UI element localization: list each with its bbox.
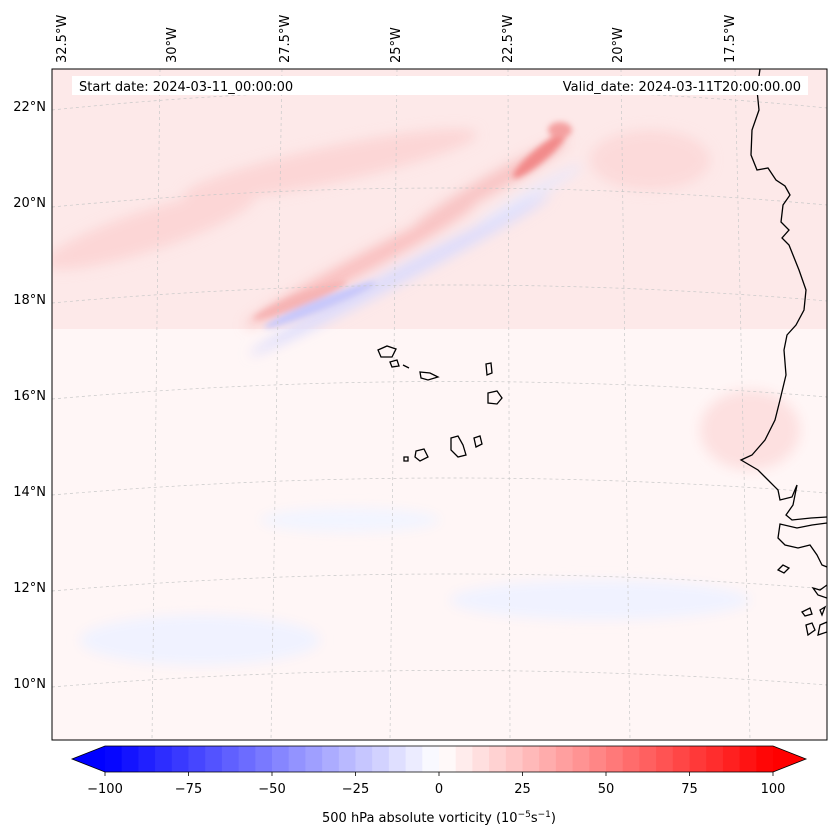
lon-label-25w: 25°W: [389, 27, 404, 63]
lat-label-18n: 18°N: [13, 293, 46, 308]
colorbar-cell: [572, 746, 590, 772]
colorbar-cell: [105, 746, 123, 772]
lon-label-17-5w: 17.5°W: [723, 15, 738, 63]
colorbar-cell: [439, 746, 457, 772]
cb-label-exp1: −5: [518, 810, 531, 820]
header-box: [72, 76, 808, 95]
colorbar-cell: [505, 746, 523, 772]
colorbar-cell: [405, 746, 423, 772]
latitude-labels: 22°N 20°N 18°N 16°N 14°N 12°N 10°N: [13, 100, 46, 692]
colorbar-cell: [305, 746, 323, 772]
colorbar-cell: [472, 746, 490, 772]
colorbar-cell: [639, 746, 657, 772]
cb-tick-label: 75: [681, 782, 698, 797]
cb-tick-label: 25: [514, 782, 531, 797]
lat-label-12n: 12°N: [13, 581, 46, 596]
valid-date-text: Valid_date: 2024-03-11T20:00:00.00: [563, 80, 801, 95]
lat-label-10n: 10°N: [13, 677, 46, 692]
colorbar-cell: [489, 746, 507, 772]
colorbar-cell: [221, 746, 240, 772]
cb-tick-label: −75: [175, 782, 202, 797]
colorbar-cell: [622, 746, 640, 772]
cb-label-exp2: −1: [538, 810, 551, 820]
lat-label-16n: 16°N: [13, 389, 46, 404]
colorbar-cell: [606, 746, 624, 772]
colorbar-cell: [522, 746, 540, 772]
cb-label-mid: s: [531, 811, 538, 826]
colorbar-cell: [539, 746, 557, 772]
colorbar: −100 −75 −50 −25 0 25 50 75 100 500 hPa …: [70, 745, 808, 826]
colorbar-cell: [756, 746, 774, 772]
colorbar-cell: [372, 746, 390, 772]
map-frame: [51, 68, 828, 741]
colorbar-cell: [188, 746, 206, 772]
vorticity-field: [52, 69, 827, 740]
lat-label-22n: 22°N: [13, 100, 46, 115]
lon-label-22-5w: 22.5°W: [501, 15, 516, 63]
colorbar-ticks: [104, 772, 774, 776]
colorbar-cell: [338, 746, 356, 772]
lon-label-32-5w: 32.5°W: [55, 15, 70, 63]
colorbar-cell: [288, 746, 306, 772]
cb-tick-label: 0: [435, 782, 443, 797]
colorbar-cell: [138, 746, 156, 772]
lon-label-27-5w: 27.5°W: [278, 15, 293, 63]
longitude-labels: 32.5°W 30°W 27.5°W 25°W 22.5°W 20°W 17.5…: [55, 15, 738, 63]
cb-tick-label: −25: [342, 782, 369, 797]
lat-label-20n: 20°N: [13, 196, 46, 211]
colorbar-cell: [555, 746, 574, 772]
colorbar-cell: [255, 746, 273, 772]
africa-coastline: [739, 69, 827, 637]
colorbar-cell: [722, 746, 741, 772]
cb-tick-label: −100: [87, 782, 123, 797]
colorbar-extend-max: [773, 746, 806, 772]
cb-label-end: ): [551, 811, 556, 826]
cape-verde-islands: [377, 345, 503, 462]
colorbar-cell: [388, 746, 407, 772]
colorbar-cell: [322, 746, 340, 772]
colorbar-cell: [739, 746, 757, 772]
cb-tick-label: 100: [761, 782, 786, 797]
colorbar-cell: [689, 746, 707, 772]
cb-tick-label: 50: [598, 782, 615, 797]
colorbar-cell: [656, 746, 674, 772]
colorbar-cell: [706, 746, 724, 772]
colorbar-cell: [672, 746, 690, 772]
colorbar-cell: [171, 746, 189, 772]
start-date-text: Start date: 2024-03-11_00:00:00: [79, 80, 293, 95]
cb-tick-label: −50: [258, 782, 285, 797]
lat-label-14n: 14°N: [13, 485, 46, 500]
colorbar-extend-min: [72, 746, 105, 772]
colorbar-cell: [155, 746, 173, 772]
cb-label-main: 500 hPa absolute vorticity (10: [322, 811, 518, 826]
colorbar-cell: [238, 746, 256, 772]
lon-label-20w: 20°W: [611, 27, 626, 63]
colorbar-cell: [355, 746, 373, 772]
colorbar-cell: [121, 746, 139, 772]
colorbar-cell: [272, 746, 290, 772]
colorbar-label: 500 hPa absolute vorticity (10−5s−1): [322, 810, 556, 826]
colorbar-cell: [589, 746, 607, 772]
colorbar-cell: [455, 746, 473, 772]
colorbar-cells: [72, 746, 806, 772]
lon-label-30w: 30°W: [165, 27, 180, 63]
colorbar-cell: [422, 746, 440, 772]
graticule: [52, 69, 827, 740]
colorbar-cell: [205, 746, 223, 772]
